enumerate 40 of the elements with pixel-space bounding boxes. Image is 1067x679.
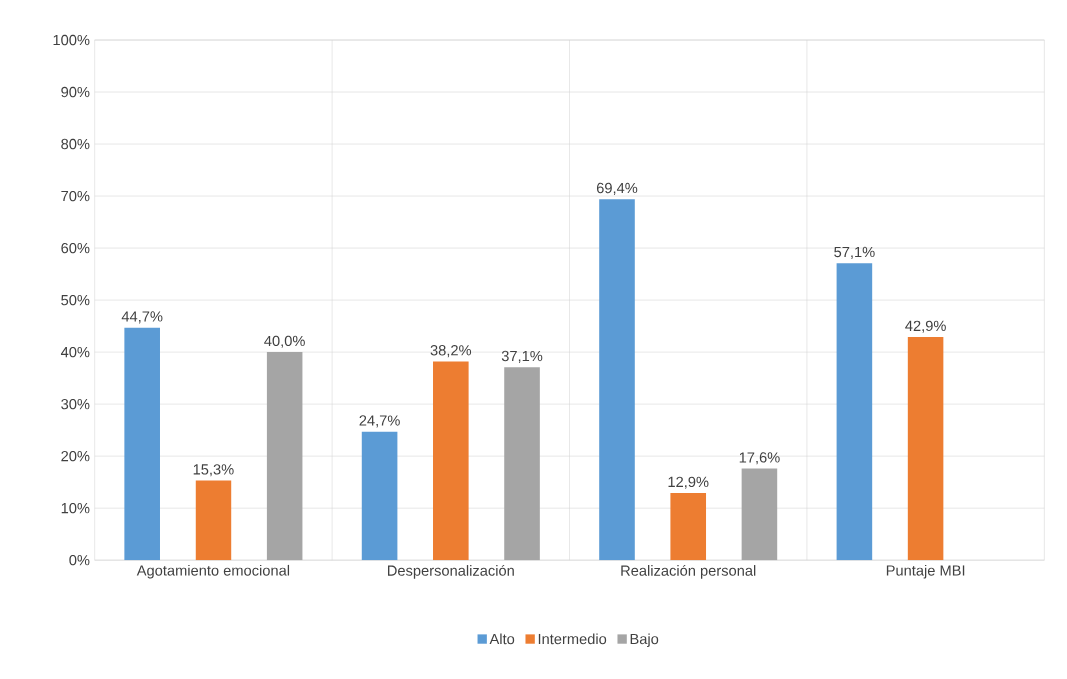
y-tick-label: 80%: [61, 138, 90, 150]
x-tick-label: Puntaje MBI: [886, 564, 965, 579]
data-label: 57,1%: [834, 246, 875, 259]
data-label: 38,2%: [430, 345, 472, 358]
data-label: 40,0%: [264, 335, 305, 348]
x-tick-label: Realización personal: [621, 564, 756, 579]
y-tick-label: 50%: [61, 294, 90, 306]
data-label: 37,1%: [501, 350, 543, 363]
y-tick-label: 70%: [61, 190, 90, 202]
bar: [670, 493, 707, 561]
bar: [504, 367, 540, 561]
data-label: 42,9%: [905, 320, 946, 333]
bar: [124, 327, 160, 561]
x-tick-label: Despersonalización: [388, 564, 514, 579]
y-tick-label: 40%: [60, 346, 90, 358]
y-tick-label: 30%: [61, 399, 90, 410]
bar: [433, 361, 469, 561]
bar: [599, 199, 635, 561]
data-label: 17,6%: [739, 452, 780, 465]
bar: [836, 263, 873, 561]
y-tick-label: 0%: [69, 555, 90, 566]
y-tick-label: 20%: [61, 451, 90, 462]
y-tick-label: 10%: [61, 503, 90, 514]
y-tick-label: 100%: [53, 34, 90, 46]
data-label: 12,9%: [668, 476, 709, 489]
x-tick-label: Agotamiento emocional: [136, 564, 290, 579]
data-label: 44,7%: [121, 311, 163, 324]
bar: [195, 480, 232, 561]
bar: [907, 337, 944, 561]
legend-label: Alto: [489, 633, 515, 645]
data-label: 15,3%: [193, 464, 234, 477]
bar: [741, 468, 778, 561]
data-label: 24,7%: [359, 415, 400, 428]
legend-label: Bajo: [630, 633, 659, 648]
data-label: 69,4%: [596, 182, 638, 195]
bar: [361, 431, 398, 561]
bar: [266, 352, 303, 561]
legend-label: Intermedio: [538, 633, 607, 645]
y-tick-label: 90%: [61, 86, 90, 98]
y-tick-label: 60%: [61, 242, 90, 254]
